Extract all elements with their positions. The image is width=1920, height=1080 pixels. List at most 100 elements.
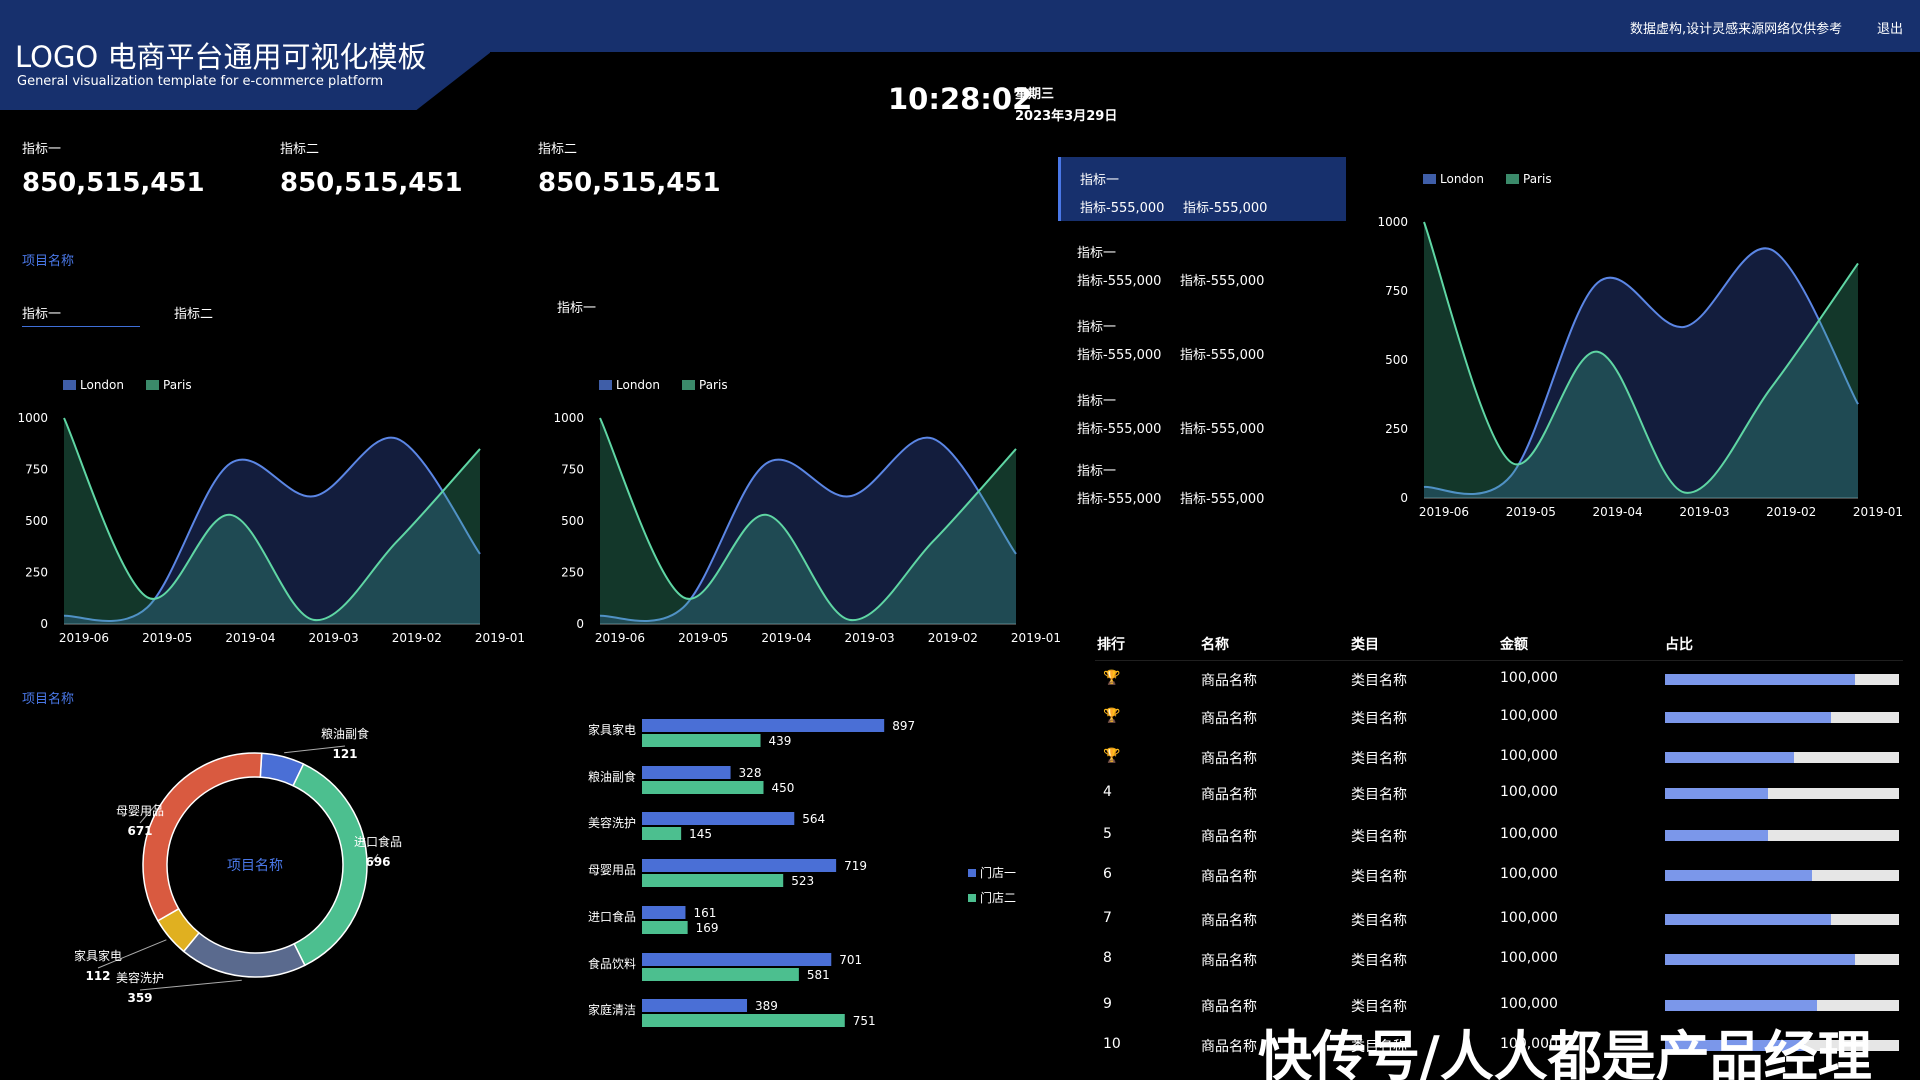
x-tick-label: 2019-05	[142, 631, 192, 645]
legend-paris: Paris	[699, 378, 728, 392]
y-tick-label: 750	[25, 463, 48, 477]
slice-label: 家具家电	[74, 948, 122, 963]
kpi-2-value: 850,515,451	[280, 168, 463, 198]
rank-number: 10	[1103, 1036, 1121, 1052]
legend-store2: 门店二	[980, 891, 1017, 905]
table-row[interactable]: 7 商品名称 类目名称 100,000	[1095, 910, 1903, 940]
area-chart-1: 0 250 500 750 1000 2019-06 2019-05 2019-04 2019-…	[17, 411, 525, 645]
bar-store1	[642, 999, 748, 1012]
y-tick-label: 0	[576, 617, 584, 631]
amount: 100,000	[1500, 784, 1558, 800]
x-tick-label: 2019-06	[1419, 505, 1469, 519]
slice-label: 粮油副食	[321, 726, 369, 741]
table-row[interactable]: 9 商品名称 类目名称 100,000	[1095, 996, 1903, 1026]
ratio-bar-fill	[1665, 1000, 1818, 1011]
logout-link[interactable]: 退出	[1877, 22, 1904, 37]
kpi-1-value: 850,515,451	[22, 168, 205, 198]
y-tick-label: 750	[1385, 284, 1408, 298]
ratio-bar-track	[1665, 870, 1899, 881]
store1-swatch	[968, 868, 976, 877]
bar-store2	[642, 921, 688, 934]
rank-number: 8	[1103, 950, 1112, 966]
x-tick-label: 2019-06	[59, 631, 109, 645]
x-tick-label: 2019-01	[475, 631, 525, 645]
ratio-bar-track	[1665, 1000, 1899, 1011]
rank-number: 7	[1103, 910, 1112, 926]
series-area-paris	[64, 418, 480, 624]
product-name: 商品名称	[1201, 673, 1257, 689]
table-row[interactable]: 🏆 商品名称 类目名称 100,000	[1095, 670, 1903, 700]
stat-value-b: 指标-555,000	[1180, 348, 1265, 363]
amount: 100,000	[1500, 748, 1558, 764]
ratio-bar-track	[1665, 1040, 1899, 1051]
slice-value: 696	[365, 855, 390, 869]
stat-item[interactable]: 指标一 指标-555,000 指标-555,000	[1058, 157, 1346, 221]
bar-value-label: 581	[807, 968, 830, 982]
donut-chart: 粮油副食 121 进口食品 696 美容洗护 359 家具家电 112 母婴用品 671 项目名称	[74, 726, 402, 1005]
ratio-bar-track	[1665, 914, 1899, 925]
label-leader-line	[97, 939, 167, 969]
y-tick-label: 250	[1385, 422, 1408, 436]
stat-value-b: 指标-555,000	[1180, 422, 1265, 437]
bar-store1	[642, 953, 832, 966]
stat-item[interactable]: 指标一 指标-555,000 指标-555,000	[1058, 230, 1346, 294]
bar-value-label: 145	[689, 827, 712, 841]
stat-item[interactable]: 指标一 指标-555,000 指标-555,000	[1058, 448, 1346, 512]
x-tick-label: 2019-05	[1506, 505, 1556, 519]
bar-value-label: 450	[772, 781, 795, 795]
ratio-bar-track	[1665, 830, 1899, 841]
bar-category-label: 母婴用品	[588, 863, 636, 877]
table-row[interactable]: 6 商品名称 类目名称 100,000	[1095, 866, 1903, 896]
y-tick-label: 250	[25, 566, 48, 580]
paris-swatch	[682, 380, 695, 390]
product-name: 商品名称	[1201, 869, 1257, 885]
amount: 100,000	[1500, 708, 1558, 724]
category-name: 类目名称	[1351, 1039, 1407, 1055]
bar-value-label: 897	[892, 719, 915, 733]
x-tick-label: 2019-01	[1011, 631, 1061, 645]
bar-category-label: 进口食品	[588, 909, 636, 924]
category-name: 类目名称	[1351, 829, 1407, 845]
stat-item[interactable]: 指标一 指标-555,000 指标-555,000	[1058, 304, 1346, 368]
table-row[interactable]: 🏆 商品名称 类目名称 100,000	[1095, 708, 1903, 738]
tab-indicator-2[interactable]: 指标二	[174, 307, 214, 322]
ratio-bar-fill	[1665, 788, 1768, 799]
donut-slice	[182, 931, 306, 978]
chart1-legend: London Paris	[63, 378, 192, 392]
category-name: 类目名称	[1351, 673, 1407, 689]
slice-label: 美容洗护	[116, 970, 164, 985]
tab-indicator-1[interactable]: 指标一	[22, 307, 62, 322]
table-row[interactable]: 4 商品名称 类目名称 100,000	[1095, 784, 1903, 814]
donut-slice	[142, 752, 263, 922]
amount: 100,000	[1500, 670, 1558, 686]
bar-value-label: 751	[853, 1014, 876, 1028]
category-name: 类目名称	[1351, 869, 1407, 885]
series-area-paris	[1424, 222, 1858, 498]
ranking-header-divider	[1095, 660, 1903, 661]
area-chart-2: 0 250 500 750 1000 2019-06 2019-05 2019-04 2019-…	[553, 411, 1061, 645]
logo-panel	[0, 0, 490, 110]
ratio-bar-track	[1665, 788, 1899, 799]
category-name: 类目名称	[1351, 787, 1407, 803]
y-tick-label: 250	[561, 566, 584, 580]
x-tick-label: 2019-06	[595, 631, 645, 645]
bar-category-label: 食品饮料	[588, 956, 636, 971]
table-row[interactable]: 10 商品名称 类目名称 100,000	[1095, 1036, 1903, 1066]
stat-item[interactable]: 指标一 指标-555,000 指标-555,000	[1058, 378, 1346, 442]
bar-store1	[642, 766, 731, 779]
x-tick-label: 2019-01	[1853, 505, 1903, 519]
amount: 100,000	[1500, 950, 1558, 966]
bar-store2	[642, 968, 799, 981]
col-rank: 排行	[1097, 637, 1125, 653]
label-leader-line	[284, 745, 346, 754]
bar-category-label: 美容洗护	[588, 815, 636, 830]
table-row[interactable]: 8 商品名称 类目名称 100,000	[1095, 950, 1903, 980]
table-row[interactable]: 🏆 商品名称 类目名称 100,000	[1095, 748, 1903, 778]
bar-value-label: 169	[696, 921, 719, 935]
ratio-bar-fill	[1665, 674, 1855, 685]
rank-number: 4	[1103, 784, 1112, 800]
table-row[interactable]: 5 商品名称 类目名称 100,000	[1095, 826, 1903, 856]
x-tick-label: 2019-03	[845, 631, 895, 645]
donut-slice	[292, 763, 368, 967]
bar-store1	[642, 719, 885, 732]
